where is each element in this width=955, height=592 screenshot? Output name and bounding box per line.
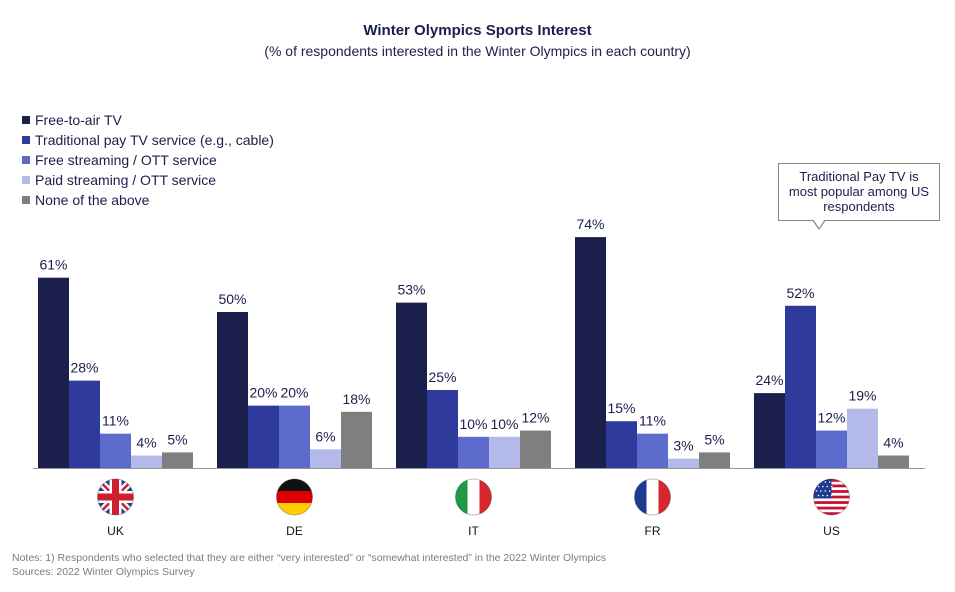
data-label: 28% xyxy=(70,360,98,376)
data-label: 11% xyxy=(639,413,666,429)
data-label: 20% xyxy=(280,385,308,401)
bar xyxy=(785,305,816,468)
bar xyxy=(100,433,131,468)
footnotes: Notes: 1) Respondents who selected that … xyxy=(12,551,606,579)
notes-line: Notes: 1) Respondents who selected that … xyxy=(12,552,607,564)
sources-line: Sources: 2022 Winter Olympics Survey xyxy=(12,566,195,578)
data-label: 11% xyxy=(102,413,129,429)
bar xyxy=(458,436,489,468)
bar xyxy=(847,408,878,468)
data-label: 5% xyxy=(704,431,724,447)
legend-item: Paid streaming / OTT service xyxy=(22,170,274,190)
legend-swatch xyxy=(22,116,30,124)
bar xyxy=(575,237,606,468)
bar xyxy=(878,455,909,468)
legend-item: Free streaming / OTT service xyxy=(22,150,274,170)
legend-swatch xyxy=(22,136,30,144)
data-label: 10% xyxy=(490,416,518,432)
legend: Free-to-air TV Traditional pay TV servic… xyxy=(22,110,274,210)
data-label: 61% xyxy=(39,257,67,273)
bar xyxy=(489,436,520,468)
france-flag-icon xyxy=(634,479,671,515)
data-label: 4% xyxy=(136,435,156,451)
data-label: 24% xyxy=(755,372,783,388)
category-label: US xyxy=(823,524,840,538)
legend-swatch xyxy=(22,196,30,204)
bar xyxy=(217,312,248,468)
data-label: 4% xyxy=(883,435,903,451)
data-label: 50% xyxy=(218,291,246,307)
bar xyxy=(606,421,637,468)
bar xyxy=(341,411,372,468)
bar xyxy=(668,458,699,468)
bar xyxy=(248,405,279,468)
legend-item: Free-to-air TV xyxy=(22,110,274,130)
bar xyxy=(38,277,69,468)
data-label: 19% xyxy=(848,388,876,404)
bar xyxy=(69,380,100,468)
bar xyxy=(754,393,785,468)
uk-flag-icon xyxy=(97,479,134,515)
legend-label: Free-to-air TV xyxy=(35,112,122,128)
flag-border xyxy=(455,478,492,516)
bar xyxy=(396,302,427,468)
bar xyxy=(427,390,458,468)
bar xyxy=(279,405,310,468)
annotation-line: most popular among US xyxy=(788,184,930,199)
bar xyxy=(520,430,551,468)
legend-swatch xyxy=(22,156,30,164)
bar xyxy=(637,433,668,468)
bar xyxy=(699,452,730,468)
data-label: 5% xyxy=(167,431,187,447)
bar xyxy=(816,430,847,468)
category-label: UK xyxy=(107,524,124,538)
chart-title: Winter Olympics Sports Interest xyxy=(363,22,592,39)
annotation-line: Traditional Pay TV is xyxy=(799,169,919,184)
data-label: 3% xyxy=(673,438,693,454)
legend-item: Traditional pay TV service (e.g., cable) xyxy=(22,130,274,150)
data-label: 20% xyxy=(249,385,277,401)
bar xyxy=(310,449,341,468)
flag-border xyxy=(813,478,850,516)
germany-flag-icon xyxy=(276,479,313,515)
data-label: 6% xyxy=(315,428,335,444)
data-label: 25% xyxy=(428,369,456,385)
data-label: 18% xyxy=(342,391,370,407)
data-label: 53% xyxy=(397,282,425,298)
flag-border xyxy=(97,478,134,516)
data-label: 52% xyxy=(786,285,814,301)
category-label: FR xyxy=(645,524,661,538)
category-label: IT xyxy=(468,524,479,538)
data-label: 10% xyxy=(459,416,487,432)
data-label: 12% xyxy=(521,410,549,426)
flag-border xyxy=(276,478,313,516)
legend-label: Traditional pay TV service (e.g., cable) xyxy=(35,132,274,148)
callout-pointer-fill xyxy=(813,219,825,228)
legend-item: None of the above xyxy=(22,190,274,210)
chart-subtitle: (% of respondents interested in the Wint… xyxy=(264,43,691,59)
annotation-callout: Traditional Pay TV is most popular among… xyxy=(778,163,940,221)
flag-border xyxy=(634,478,671,516)
annotation-line: respondents xyxy=(823,199,895,214)
italy-flag-icon xyxy=(455,479,492,515)
data-label: 74% xyxy=(576,216,604,232)
legend-label: Free streaming / OTT service xyxy=(35,152,217,168)
category-label: DE xyxy=(286,524,303,538)
data-label: 12% xyxy=(817,410,845,426)
bar xyxy=(162,452,193,468)
bar xyxy=(131,455,162,468)
legend-label: Paid streaming / OTT service xyxy=(35,172,217,188)
data-label: 15% xyxy=(607,400,635,416)
legend-swatch xyxy=(22,176,30,184)
legend-label: None of the above xyxy=(35,192,150,208)
